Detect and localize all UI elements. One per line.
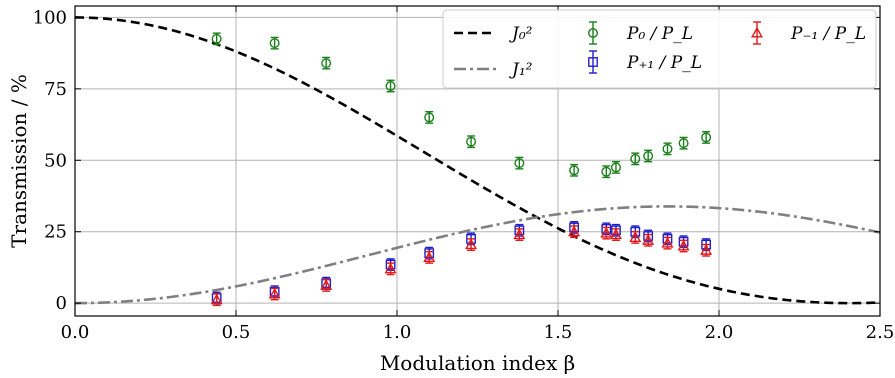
data-point (600, 226, 613, 238)
legend-label: P₋₁ / P_L (790, 24, 866, 44)
plot-frame (74, 5, 881, 317)
legend-label: J₁² (509, 60, 533, 80)
data-point (643, 150, 654, 161)
data-point (514, 158, 525, 169)
theory-curves (74, 16, 881, 305)
legend-label: J₀² (509, 24, 533, 44)
data-point (629, 231, 642, 242)
data-point (701, 132, 712, 143)
x-tick-label: 2.5 (866, 322, 895, 343)
data-point (384, 262, 397, 274)
y-tick-label: 75 (44, 79, 67, 100)
data-point (268, 287, 281, 299)
data-point (321, 58, 332, 69)
legend-box (442, 9, 877, 89)
y-tick-label: 50 (44, 150, 67, 171)
data-point (609, 228, 622, 240)
data-point (610, 162, 621, 173)
data-point (661, 236, 674, 248)
legend-marker (588, 57, 598, 67)
data-point (424, 112, 435, 123)
data-point (513, 228, 526, 240)
x-tick-label: 2.0 (705, 322, 734, 343)
x-tick-label: 0.5 (222, 322, 251, 343)
x-axis-label: Modulation index β (380, 351, 575, 375)
y-axis-label: Transmission / % (7, 74, 31, 248)
data-point (210, 293, 223, 305)
data-point (211, 33, 222, 44)
curve-j1-squared (75, 205, 881, 305)
data-point (700, 244, 713, 255)
legend-marker (751, 26, 763, 38)
data-point (630, 153, 641, 164)
x-tick-label: 1.0 (383, 322, 412, 343)
data-series (210, 32, 713, 307)
data-point (320, 279, 333, 290)
legend: J₀² J₁² P₀ / P_L P₊₁ / P_L P₋₁ / P_L (442, 9, 877, 89)
data-point (385, 80, 396, 91)
legend-label: P₀ / P_L (626, 24, 693, 44)
data-point (466, 136, 477, 147)
data-point (269, 38, 280, 49)
data-point (423, 251, 436, 262)
y-tick-label: 0 (56, 293, 67, 314)
data-point (642, 234, 655, 245)
data-point (569, 165, 580, 176)
y-tick-label: 25 (44, 222, 67, 243)
legend-label: P₊₁ / P_L (626, 53, 702, 73)
y-tick-label: 100 (33, 7, 67, 28)
curve-j0-squared (74, 16, 881, 305)
legend-marker (588, 28, 599, 39)
series-triangle (210, 225, 713, 307)
data-point (677, 239, 690, 251)
axis-ticks: 0.0 0.5 1.0 1.5 2.0 2.5 0 25 50 75 100 (33, 6, 895, 343)
data-point (601, 166, 612, 177)
data-point (662, 143, 673, 154)
x-tick-label: 0.0 (61, 322, 90, 343)
data-point (465, 238, 478, 250)
series-circle (211, 32, 712, 179)
data-point (678, 138, 689, 149)
x-tick-label: 1.5 (544, 322, 573, 343)
data-point (568, 225, 581, 237)
